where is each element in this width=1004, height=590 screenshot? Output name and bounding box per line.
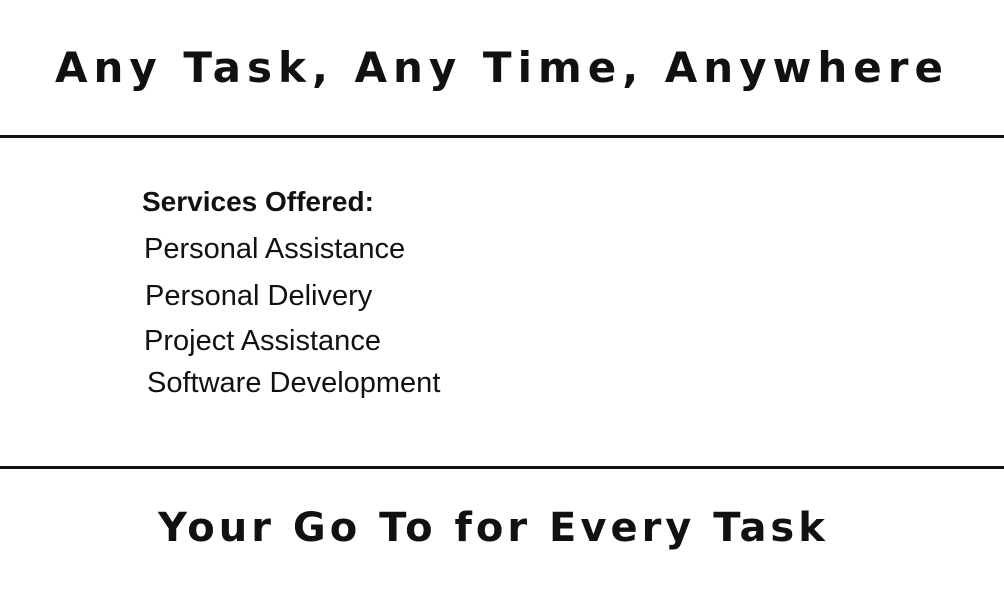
service-item-project-assistance: Project Assistance [144,325,381,357]
bottom-divider [0,466,1004,469]
services-title: Services Offered: [142,186,374,217]
service-item-personal-delivery: Personal Delivery [145,280,373,312]
service-item-personal-assistance: Personal Assistance [144,233,406,265]
top-divider [0,135,1004,138]
tagline: Your Go To for Every Task [158,505,829,551]
headline: Any Task, Any Time, Anywhere [55,43,949,92]
service-item-software-development: Software Development [147,367,441,399]
